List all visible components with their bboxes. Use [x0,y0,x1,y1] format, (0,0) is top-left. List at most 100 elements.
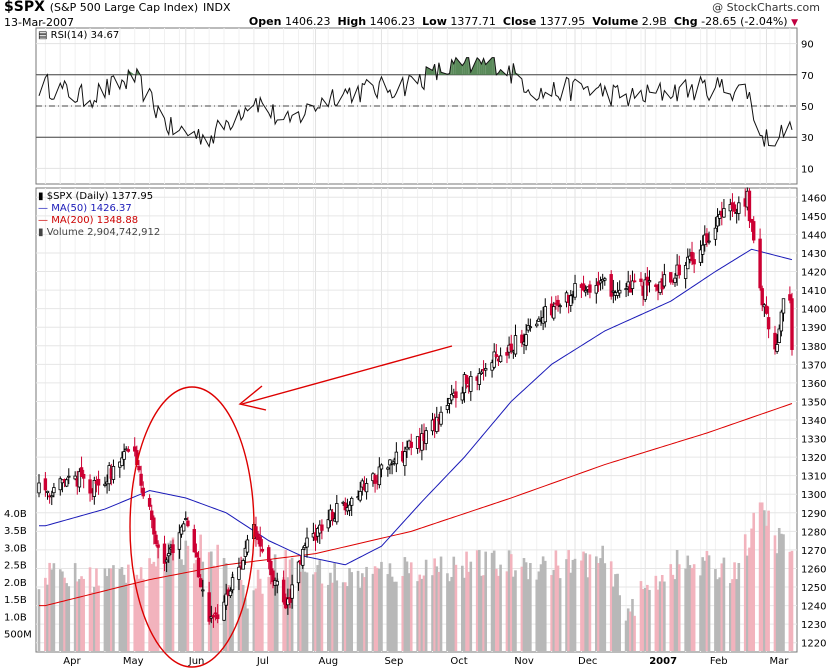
volume-bar [716,579,719,651]
candle-down [760,288,764,306]
candle-down [186,520,190,527]
volume-bar [186,545,190,651]
candle-down [790,298,794,350]
candle-down [271,570,275,583]
volume-bar [395,581,398,651]
candle-down [692,259,696,265]
open-value: 1406.23 [284,15,331,28]
candle-up [435,416,439,432]
volume-bar [320,583,324,651]
volume-label: Volume [592,15,639,28]
price-tick-label: 1320 [801,453,826,464]
volume-bar [331,582,334,651]
candle-up [177,532,182,550]
volume-bar [705,551,709,651]
legend-ma200-text: MA(200) 1348.88 [51,215,139,226]
annotation [129,345,453,668]
volume-bar [312,574,315,651]
volume-bar [318,560,322,651]
price-tick-label: 1460 [801,193,826,204]
volume-bar [378,568,381,651]
candle-up [615,291,620,296]
volume-bar [567,550,570,651]
volume-tick-label: 3.5B [4,526,27,537]
volume-bar [95,568,98,651]
candle-down [409,441,413,448]
volume-bar [246,608,249,651]
volume-bar [405,561,409,651]
candle-up [403,451,407,467]
candle-up [683,265,688,279]
ma200-line [39,403,793,607]
candle-up [305,537,309,548]
month-label: Oct [450,656,467,667]
candle-up [722,208,726,218]
month-label: Feb [710,656,728,667]
price-tick-label: 1430 [801,249,826,260]
volume-bar [495,568,498,651]
price-tick-label: 1300 [801,490,826,501]
volume-bar [133,582,137,651]
candle-up [715,216,720,227]
volume-bar [371,573,375,651]
volume-bar [416,581,419,651]
candle-down [669,272,673,283]
volume-tick-label: 500M [4,630,32,641]
volume-bar [526,579,530,651]
volume-bar [720,563,724,651]
volume-bar [67,586,71,651]
volume-bar [120,567,124,651]
candle-up [449,393,454,401]
candle-up [775,344,779,352]
volume-bar [507,550,511,651]
price-tick-label: 1230 [801,620,826,631]
candle-up [224,593,228,606]
volume-bar [556,565,560,651]
volume-bar [165,554,168,651]
volume-bar [156,542,160,651]
candle-down [43,478,48,491]
rsi-overbought-fill [426,66,433,75]
volume-tick-label: 4.0B [4,509,27,520]
volume-bar [448,581,451,651]
volume-bar [512,576,515,651]
candle-down [520,334,524,344]
volume-bar [571,559,575,651]
candle-up [737,202,741,214]
volume-bar [171,537,175,651]
volume-legend-icon: ▮ [38,227,44,238]
candle-down [609,274,613,297]
volume-bar [229,585,232,651]
volume-bar [401,575,405,651]
candle-up [558,305,562,308]
candle-up [603,278,607,281]
legend-price: ▮ $SPX (Daily) 1377.95 [38,191,160,203]
volume-bar [626,608,630,651]
credit-text[interactable]: @ StockCharts.com [712,1,820,14]
candle-up [573,283,577,298]
volume-bar [763,510,766,651]
volume-bar [609,561,613,651]
candle-up [447,397,452,404]
volume-bar [356,570,360,651]
volume-bar [65,583,68,651]
volume-bar [390,576,394,651]
rsi-overbought-fill [492,57,495,75]
candle-up [230,577,235,591]
volume-bar [150,563,154,651]
volume-bar [614,574,617,651]
legend-volume: ▮ Volume 2,904,742,912 [38,227,160,239]
volume-bar [301,556,305,651]
volume-bar [199,534,202,651]
volume-bar [480,575,483,651]
candle-up [524,334,528,346]
candle-down [141,487,145,497]
candle-up [347,504,352,511]
candle-up [92,480,97,497]
chart-date: 13-Mar-2007 [4,16,74,29]
candle-down [705,233,709,243]
candle-down [152,517,156,535]
candle-down [156,544,160,548]
